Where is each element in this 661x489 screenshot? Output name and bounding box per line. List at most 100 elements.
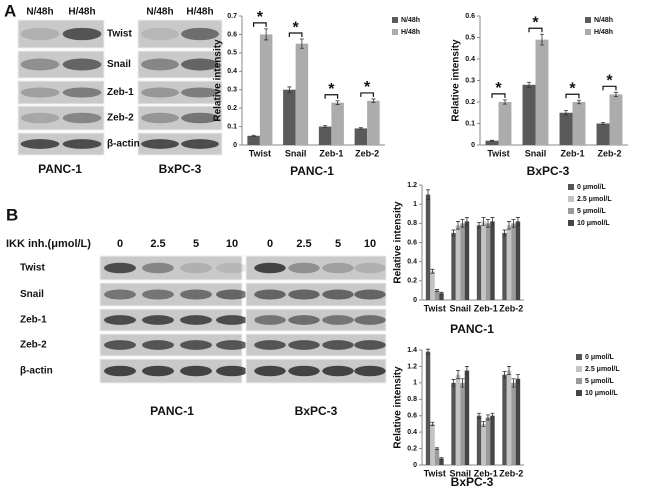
panel-label: A bbox=[4, 1, 16, 20]
significance-bracket bbox=[602, 85, 617, 91]
legend-swatch bbox=[576, 354, 582, 360]
bar bbox=[425, 194, 431, 300]
error-bar bbox=[451, 379, 456, 387]
error-bar bbox=[502, 370, 507, 379]
lane-label: 0 bbox=[267, 238, 273, 250]
blot-band bbox=[180, 315, 212, 325]
x-tick-label: Zeb-2 bbox=[499, 303, 523, 313]
error-bar bbox=[490, 217, 495, 226]
bar bbox=[367, 100, 380, 145]
error-bar bbox=[576, 99, 581, 105]
blot-band bbox=[104, 289, 136, 300]
blot-band bbox=[141, 27, 179, 41]
blot-band bbox=[20, 112, 60, 124]
error-bar bbox=[485, 414, 490, 421]
legend-label: H/48h bbox=[401, 29, 420, 36]
y-tick-label: 1 bbox=[413, 380, 417, 387]
significance-mark: * bbox=[532, 14, 539, 31]
legend-label: 10 μmol/L bbox=[577, 220, 610, 227]
treatment-header: IKK inh.(μmol/L) bbox=[6, 238, 91, 250]
error-bar bbox=[451, 229, 456, 237]
bar bbox=[295, 43, 309, 146]
bar bbox=[481, 221, 486, 300]
blot-band bbox=[141, 87, 179, 98]
significance-mark: * bbox=[257, 9, 264, 26]
blot-band bbox=[181, 139, 219, 149]
legend-swatch bbox=[576, 390, 582, 396]
x-tick-label: Zeb-2 bbox=[355, 148, 379, 158]
y-tick-label: 0.3 bbox=[227, 87, 237, 94]
y-tick-label: 0 bbox=[413, 462, 417, 469]
significance-mark: * bbox=[293, 19, 300, 36]
significance-mark: * bbox=[569, 80, 576, 97]
bar bbox=[331, 102, 344, 145]
blot-band bbox=[180, 289, 212, 300]
error-bar bbox=[287, 86, 292, 93]
legend-label: N/48h bbox=[594, 17, 613, 24]
y-tick-label: 0.6 bbox=[227, 31, 237, 38]
bar bbox=[506, 225, 512, 300]
bar bbox=[596, 123, 610, 145]
legend-swatch bbox=[585, 17, 591, 23]
bar bbox=[425, 351, 431, 465]
y-tick-label: 0 bbox=[233, 142, 237, 149]
bar bbox=[609, 94, 623, 145]
bar bbox=[451, 382, 456, 465]
error-bar bbox=[426, 348, 431, 355]
y-tick-label: 0.2 bbox=[465, 99, 475, 106]
error-bar bbox=[371, 98, 376, 104]
row-label: Twist bbox=[20, 263, 45, 274]
blot-band bbox=[141, 112, 179, 124]
bar bbox=[430, 271, 435, 300]
significance-bracket bbox=[528, 27, 543, 33]
bar bbox=[283, 89, 296, 145]
x-tick-label: Snail bbox=[525, 148, 547, 158]
cell-line-label: PANC-1 bbox=[150, 404, 194, 418]
y-axis-label: Relative intensity bbox=[393, 366, 404, 449]
bar bbox=[430, 423, 435, 465]
bar bbox=[498, 102, 512, 145]
bar bbox=[354, 128, 368, 145]
y-axis-label: Relative intensity bbox=[213, 39, 224, 122]
bar bbox=[464, 370, 470, 465]
blot-band bbox=[322, 289, 354, 300]
panel-label: B bbox=[6, 205, 18, 224]
bar bbox=[572, 102, 586, 145]
blot-band bbox=[104, 262, 136, 274]
y-tick-label: 0.4 bbox=[407, 259, 417, 266]
blot-band bbox=[216, 365, 248, 377]
y-tick-label: 0.8 bbox=[407, 396, 417, 403]
significance-bracket bbox=[253, 22, 267, 27]
blot-band bbox=[181, 112, 219, 124]
significance-mark: * bbox=[364, 79, 371, 96]
error-bar bbox=[613, 91, 618, 98]
cell-line-label: BxPC-3 bbox=[295, 404, 338, 418]
y-axis-label: Relative intensity bbox=[393, 201, 404, 284]
y-tick-label: 0.5 bbox=[465, 34, 475, 41]
error-bar bbox=[430, 268, 435, 274]
error-bar bbox=[564, 110, 569, 116]
blot-strip bbox=[17, 105, 105, 131]
error-bar bbox=[502, 229, 507, 237]
error-bar bbox=[515, 217, 520, 226]
bar bbox=[515, 221, 521, 300]
blot-band bbox=[141, 58, 179, 71]
y-tick-label: 1.2 bbox=[407, 182, 417, 189]
bar bbox=[490, 415, 495, 465]
y-tick-label: 1.2 bbox=[407, 363, 417, 370]
error-bar bbox=[434, 447, 439, 450]
bar bbox=[451, 232, 456, 300]
blot-band bbox=[142, 262, 174, 274]
x-tick-label: Twist bbox=[424, 303, 446, 313]
bar bbox=[559, 112, 573, 145]
blot-band bbox=[181, 87, 219, 98]
bar bbox=[485, 140, 499, 145]
blot-band bbox=[288, 340, 320, 350]
error-bar bbox=[485, 219, 490, 228]
error-bar bbox=[439, 457, 444, 460]
error-bar bbox=[464, 366, 469, 376]
bar bbox=[464, 221, 470, 300]
x-tick-label: Snail bbox=[449, 303, 471, 313]
blot-band bbox=[216, 289, 248, 300]
error-bar bbox=[264, 28, 269, 41]
